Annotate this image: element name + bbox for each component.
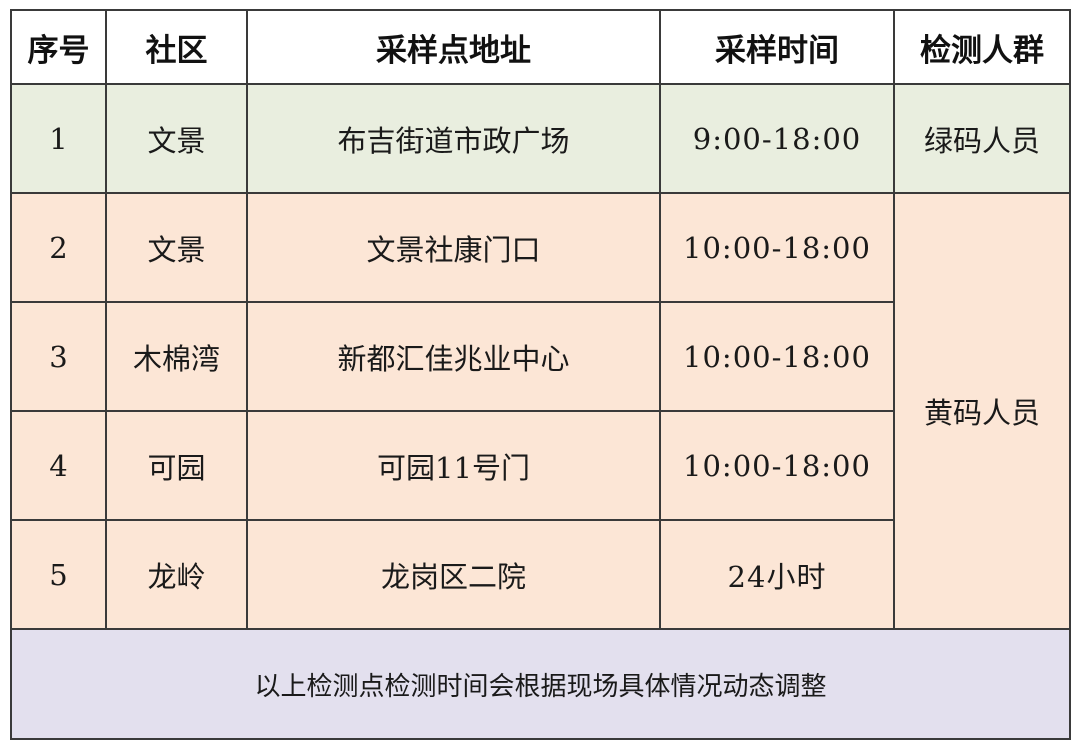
cell-no: 1 xyxy=(10,83,107,194)
header-community: 社区 xyxy=(105,9,248,85)
table-row: 4 可园 可园11号门 10:00-18:00 xyxy=(10,410,1070,521)
sampling-sites-table: 序号 社区 采样点地址 采样时间 检测人群 1 文景 布吉街道市政广场 9:00… xyxy=(10,9,1071,740)
cell-address: 文景社康门口 xyxy=(246,192,661,303)
header-row: 序号 社区 采样点地址 采样时间 检测人群 xyxy=(10,9,1071,85)
header-address: 采样点地址 xyxy=(246,9,661,85)
cell-time: 9:00-18:00 xyxy=(659,83,895,194)
cell-no: 2 xyxy=(10,192,107,303)
cell-community: 木棉湾 xyxy=(105,301,248,412)
table-row: 1 文景 布吉街道市政广场 9:00-18:00 绿码人员 xyxy=(10,83,1071,194)
header-group: 检测人群 xyxy=(893,9,1071,85)
cell-address: 龙岗区二院 xyxy=(246,519,661,630)
cell-community: 文景 xyxy=(105,83,248,194)
cell-time: 10:00-18:00 xyxy=(659,192,895,303)
cell-address: 新都汇佳兆业中心 xyxy=(246,301,661,412)
table-row: 2 文景 文景社康门口 10:00-18:00 黄码人员 xyxy=(10,192,1071,630)
cell-address: 可园11号门 xyxy=(246,410,661,521)
cell-time: 10:00-18:00 xyxy=(659,301,895,412)
footer-note: 以上检测点检测时间会根据现场具体情况动态调整 xyxy=(10,628,1071,740)
cell-community: 龙岭 xyxy=(105,519,248,630)
cell-no: 3 xyxy=(10,301,107,412)
footer-row: 以上检测点检测时间会根据现场具体情况动态调整 xyxy=(10,628,1071,740)
cell-no: 4 xyxy=(10,410,107,521)
cell-address: 布吉街道市政广场 xyxy=(246,83,661,194)
cell-group: 绿码人员 xyxy=(893,83,1071,194)
table-row: 5 龙岭 龙岗区二院 24小时 xyxy=(10,519,1070,630)
cell-community: 可园 xyxy=(105,410,248,521)
cell-community: 文景 xyxy=(105,192,248,303)
header-no: 序号 xyxy=(10,9,107,85)
cell-time: 24小时 xyxy=(659,519,895,630)
cell-group-merged: 黄码人员 xyxy=(893,192,1071,630)
table-row: 3 木棉湾 新都汇佳兆业中心 10:00-18:00 xyxy=(10,301,1070,412)
cell-no: 5 xyxy=(10,519,107,630)
header-time: 采样时间 xyxy=(659,9,895,85)
cell-time: 10:00-18:00 xyxy=(659,410,895,521)
